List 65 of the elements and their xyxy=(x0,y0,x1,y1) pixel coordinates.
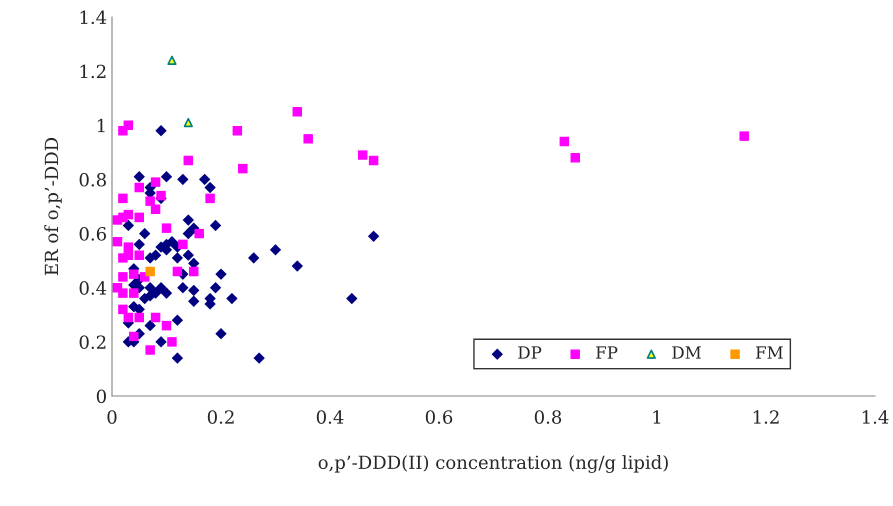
x-tick-label: 1.2 xyxy=(754,410,779,424)
point xyxy=(162,320,172,330)
point xyxy=(118,288,128,298)
point xyxy=(162,223,172,233)
point xyxy=(570,153,580,163)
y-tick-label: 0.6 xyxy=(80,227,106,241)
point xyxy=(145,345,155,355)
point xyxy=(167,56,177,65)
point xyxy=(145,266,155,276)
point xyxy=(118,272,128,282)
y-tick-label: 1 xyxy=(98,118,105,132)
point xyxy=(118,253,128,263)
x-tick-label: 0.2 xyxy=(208,410,234,424)
y-tick-label: 1.2 xyxy=(80,64,106,78)
x-tick-label: 0.4 xyxy=(316,410,344,424)
point xyxy=(238,164,248,174)
point xyxy=(150,312,160,322)
point xyxy=(292,107,302,116)
point xyxy=(124,210,134,220)
point xyxy=(124,312,134,322)
point xyxy=(134,250,144,260)
point xyxy=(150,204,160,214)
point xyxy=(112,236,122,246)
point xyxy=(184,156,194,166)
x-tick-label: 0 xyxy=(107,410,117,424)
point xyxy=(189,266,198,276)
x-tick-label: 0.6 xyxy=(426,410,452,424)
point xyxy=(129,288,139,298)
point xyxy=(194,228,204,238)
y-tick-label: 0 xyxy=(96,389,106,404)
y-axis-title: ER of o,p’-DDD xyxy=(44,138,62,276)
x-axis-title: o,p’-DDD(II) concentration (ng/g lipid) xyxy=(318,455,668,473)
point xyxy=(156,190,166,200)
y-tick-label: 0.4 xyxy=(80,281,106,295)
point xyxy=(150,177,160,187)
y-tick-label: 0.8 xyxy=(80,172,106,187)
point xyxy=(739,131,749,141)
point xyxy=(145,196,155,206)
point xyxy=(129,332,139,342)
legend-label: FP xyxy=(596,346,618,359)
legend-label: DM xyxy=(672,346,701,359)
x-tick-label: 1.4 xyxy=(862,410,888,424)
point xyxy=(118,194,128,204)
point xyxy=(358,150,368,160)
y-tick-label: 1.4 xyxy=(80,10,106,24)
point xyxy=(129,269,139,279)
point xyxy=(134,312,144,322)
point xyxy=(118,304,128,314)
point xyxy=(134,182,144,192)
point xyxy=(303,134,313,144)
point xyxy=(172,266,182,276)
point xyxy=(124,120,134,130)
x-tick-label: 1 xyxy=(653,410,660,424)
point xyxy=(178,240,188,250)
point xyxy=(560,136,570,146)
point xyxy=(184,118,193,128)
point xyxy=(134,212,144,222)
point xyxy=(205,194,215,204)
point xyxy=(368,156,378,166)
point xyxy=(167,337,177,347)
legend-label: DP xyxy=(518,346,542,359)
y-tick-label: 0.2 xyxy=(80,335,106,349)
x-tick-label: 0.8 xyxy=(534,410,562,424)
point xyxy=(232,126,242,136)
legend-label: FM xyxy=(756,346,783,359)
